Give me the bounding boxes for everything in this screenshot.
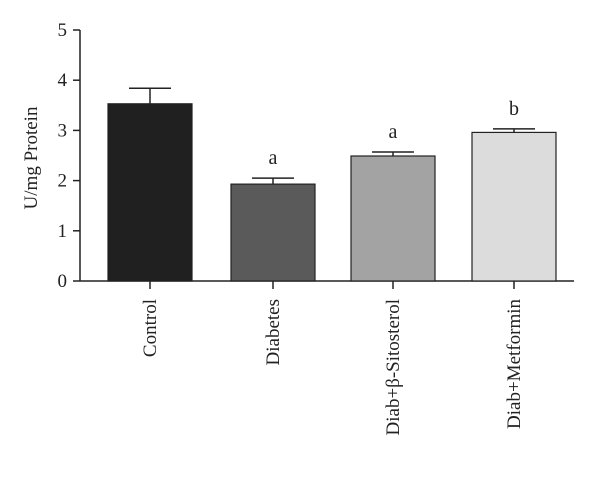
y-tick-label: 3 [58,120,68,141]
x-tick-label: Diab+β-Sitosterol [383,299,404,435]
bar-1 [107,103,193,282]
y-tick-label: 5 [58,20,68,41]
y-tick-label: 1 [58,221,68,242]
significance-label: a [389,121,398,143]
y-tick-label: 4 [58,70,68,91]
significance-label: b [509,98,519,120]
bars-group [107,87,557,282]
y-axis-label: U/mg Protein [21,106,42,209]
bar-3 [350,155,436,282]
y-tick-label: 2 [58,171,68,192]
significance-label: a [269,147,278,169]
y-tick-label: 0 [58,271,68,292]
x-tick-label: Control [140,299,161,357]
bar-2 [230,183,316,282]
bar-4 [471,131,557,282]
labels-group: Control a Diabetes a Diab+β-Sitosterol b Diab+… [140,98,525,436]
x-tick-label: Diab+Metformin [504,299,525,429]
x-tick-label: Diabetes [263,299,284,365]
